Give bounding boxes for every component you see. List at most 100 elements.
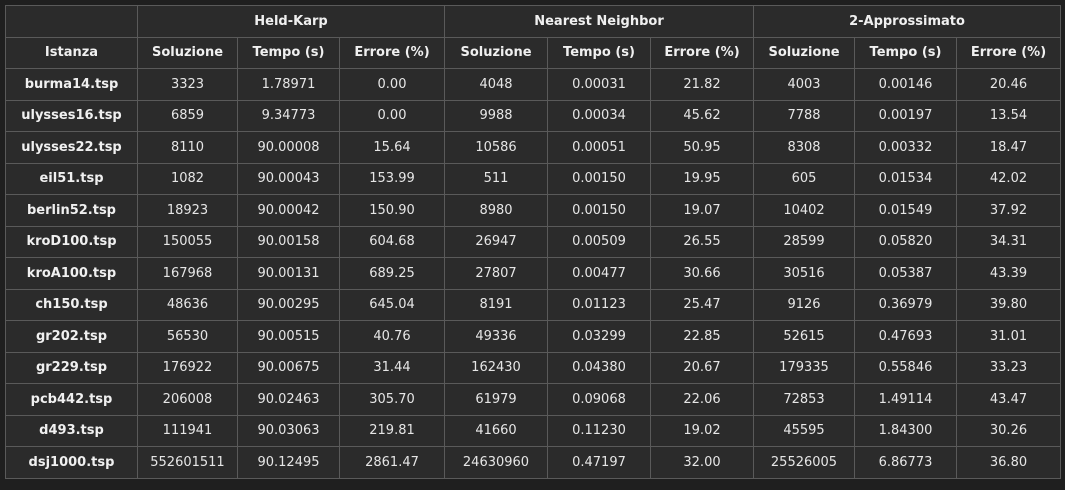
cell-hk-tempo: 90.12495: [237, 446, 340, 479]
cell-2a-tempo: 0.36979: [854, 288, 957, 321]
cell-istanza: kroD100.tsp: [5, 225, 138, 258]
table-row: gr202.tsp 56530 90.00515 40.76 49336 0.03299 2…: [5, 320, 1061, 353]
cell-nn-tempo: 0.00477: [547, 257, 651, 290]
cell-nn-errore: 21.82: [650, 68, 754, 101]
cell-istanza: ulysses22.tsp: [5, 131, 138, 164]
cell-nn-tempo: 0.03299: [547, 320, 651, 353]
cell-2a-tempo: 0.05387: [854, 257, 957, 290]
cell-hk-tempo: 90.00042: [237, 194, 340, 227]
cell-nn-soluzione: 8191: [444, 288, 548, 321]
cell-hk-tempo: 90.03063: [237, 414, 340, 447]
group-header-row: Held-Karp Nearest Neighbor 2-Approssimat…: [5, 5, 1061, 38]
cell-hk-soluzione: 56530: [137, 320, 238, 353]
results-table-body: burma14.tsp 3323 1.78971 0.00 4048 0.00031 21.…: [5, 68, 1061, 479]
cell-2a-tempo: 0.00332: [854, 131, 957, 164]
cell-2a-errore: 42.02: [956, 162, 1061, 195]
cell-2a-soluzione: 72853: [753, 383, 855, 416]
cell-hk-tempo: 90.00675: [237, 351, 340, 384]
cell-nn-errore: 32.00: [650, 446, 754, 479]
group-header-nearest-neighbor: Nearest Neighbor: [444, 5, 754, 38]
cell-2a-errore: 13.54: [956, 99, 1061, 132]
cell-2a-errore: 34.31: [956, 225, 1061, 258]
cell-2a-soluzione: 4003: [753, 68, 855, 101]
column-header-hk-tempo: Tempo (s): [237, 36, 340, 69]
table-row: dsj1000.tsp 552601511 90.12495 2861.47 24630…: [5, 446, 1061, 479]
table-row: pcb442.tsp 206008 90.02463 305.70 61979 0.090…: [5, 383, 1061, 416]
column-header-istanza: Istanza: [5, 36, 138, 69]
cell-hk-soluzione: 6859: [137, 99, 238, 132]
cell-nn-tempo: 0.00034: [547, 99, 651, 132]
cell-2a-soluzione: 25526005: [753, 446, 855, 479]
cell-2a-errore: 18.47: [956, 131, 1061, 164]
cell-2a-errore: 36.80: [956, 446, 1061, 479]
cell-hk-soluzione: 150055: [137, 225, 238, 258]
cell-istanza: d493.tsp: [5, 414, 138, 447]
cell-nn-tempo: 0.00509: [547, 225, 651, 258]
column-header-nn-soluzione: Soluzione: [444, 36, 548, 69]
table-row: gr229.tsp 176922 90.00675 31.44 162430 0.0438…: [5, 351, 1061, 384]
cell-hk-errore: 15.64: [339, 131, 445, 164]
cell-2a-tempo: 0.00146: [854, 68, 957, 101]
column-header-2a-errore: Errore (%): [956, 36, 1061, 69]
cell-hk-errore: 31.44: [339, 351, 445, 384]
cell-hk-soluzione: 111941: [137, 414, 238, 447]
cell-2a-soluzione: 10402: [753, 194, 855, 227]
cell-nn-soluzione: 9988: [444, 99, 548, 132]
cell-hk-errore: 604.68: [339, 225, 445, 258]
cell-hk-soluzione: 176922: [137, 351, 238, 384]
cell-hk-tempo: 90.02463: [237, 383, 340, 416]
cell-istanza: berlin52.tsp: [5, 194, 138, 227]
cell-nn-errore: 19.02: [650, 414, 754, 447]
table-row: kroA100.tsp 167968 90.00131 689.25 27807 0.00…: [5, 257, 1061, 290]
cell-nn-errore: 19.95: [650, 162, 754, 195]
cell-hk-soluzione: 18923: [137, 194, 238, 227]
cell-2a-errore: 20.46: [956, 68, 1061, 101]
cell-2a-tempo: 1.49114: [854, 383, 957, 416]
cell-istanza: eil51.tsp: [5, 162, 138, 195]
cell-hk-soluzione: 48636: [137, 288, 238, 321]
cell-nn-errore: 26.55: [650, 225, 754, 258]
cell-hk-errore: 0.00: [339, 68, 445, 101]
cell-nn-errore: 45.62: [650, 99, 754, 132]
table-row: kroD100.tsp 150055 90.00158 604.68 26947 0.00…: [5, 225, 1061, 258]
cell-nn-errore: 50.95: [650, 131, 754, 164]
column-header-nn-tempo: Tempo (s): [547, 36, 651, 69]
cell-hk-soluzione: 1082: [137, 162, 238, 195]
column-header-nn-errore: Errore (%): [650, 36, 754, 69]
cell-2a-soluzione: 8308: [753, 131, 855, 164]
cell-istanza: gr229.tsp: [5, 351, 138, 384]
table-row: ch150.tsp 48636 90.00295 645.04 8191 0.01123 2…: [5, 288, 1061, 321]
cell-istanza: gr202.tsp: [5, 320, 138, 353]
cell-nn-errore: 30.66: [650, 257, 754, 290]
cell-2a-errore: 30.26: [956, 414, 1061, 447]
cell-istanza: burma14.tsp: [5, 68, 138, 101]
cell-hk-errore: 40.76: [339, 320, 445, 353]
results-table-container: Held-Karp Nearest Neighbor 2-Approssimat…: [5, 5, 1061, 479]
cell-nn-soluzione: 24630960: [444, 446, 548, 479]
results-table: Held-Karp Nearest Neighbor 2-Approssimat…: [5, 5, 1061, 479]
cell-nn-soluzione: 8980: [444, 194, 548, 227]
cell-nn-tempo: 0.00031: [547, 68, 651, 101]
cell-nn-errore: 25.47: [650, 288, 754, 321]
cell-2a-tempo: 1.84300: [854, 414, 957, 447]
cell-nn-tempo: 0.00150: [547, 162, 651, 195]
cell-nn-tempo: 0.04380: [547, 351, 651, 384]
group-header-2-approssimato: 2-Approssimato: [753, 5, 1061, 38]
cell-hk-tempo: 90.00131: [237, 257, 340, 290]
cell-2a-soluzione: 9126: [753, 288, 855, 321]
cell-nn-soluzione: 4048: [444, 68, 548, 101]
cell-2a-soluzione: 7788: [753, 99, 855, 132]
cell-2a-soluzione: 30516: [753, 257, 855, 290]
cell-nn-errore: 19.07: [650, 194, 754, 227]
cell-2a-soluzione: 605: [753, 162, 855, 195]
cell-nn-errore: 20.67: [650, 351, 754, 384]
cell-nn-tempo: 0.01123: [547, 288, 651, 321]
cell-2a-tempo: 0.00197: [854, 99, 957, 132]
cell-hk-tempo: 9.34773: [237, 99, 340, 132]
column-header-2a-soluzione: Soluzione: [753, 36, 855, 69]
cell-nn-soluzione: 162430: [444, 351, 548, 384]
column-header-hk-errore: Errore (%): [339, 36, 445, 69]
cell-hk-soluzione: 8110: [137, 131, 238, 164]
table-row: ulysses16.tsp 6859 9.34773 0.00 9988 0.00034 4…: [5, 99, 1061, 132]
cell-nn-tempo: 0.47197: [547, 446, 651, 479]
